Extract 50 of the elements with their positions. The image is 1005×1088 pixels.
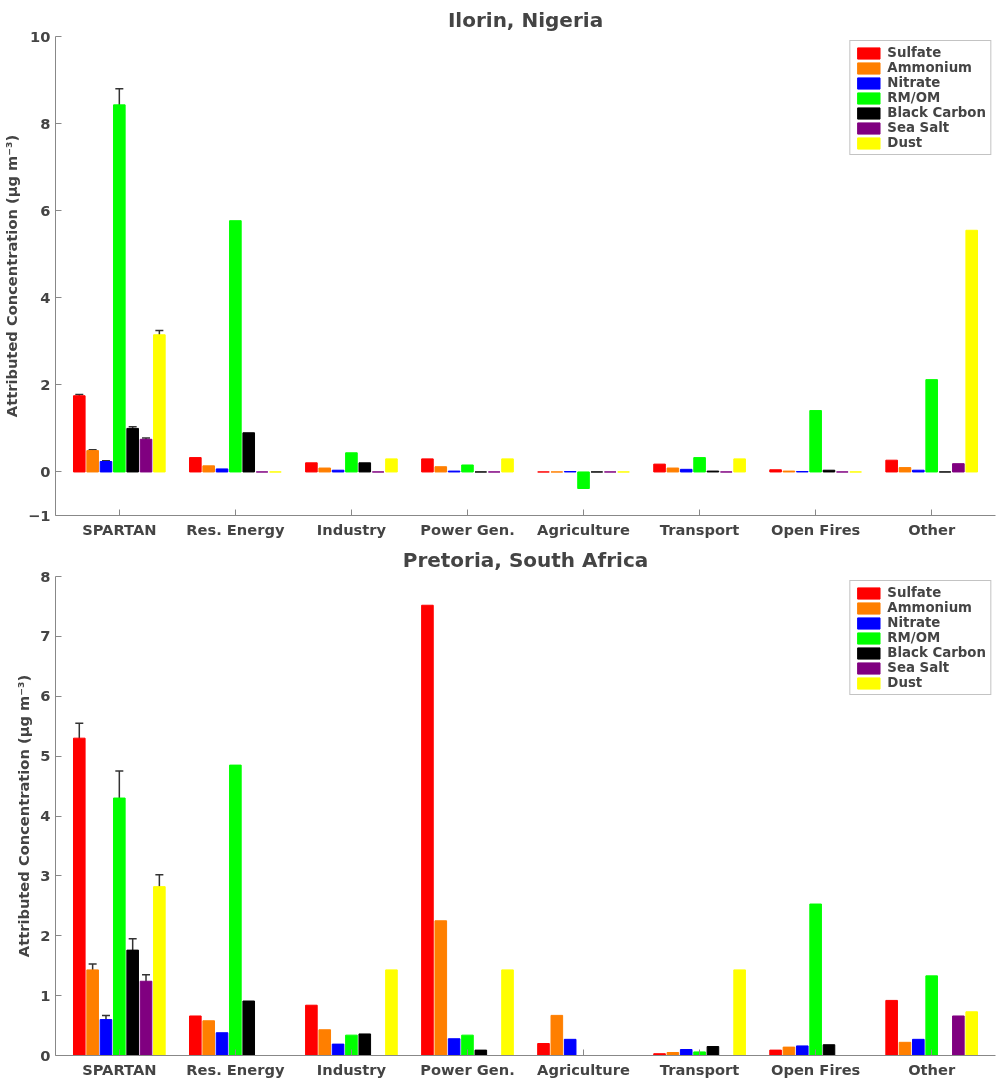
x-tick-label: Power Gen. — [420, 1060, 515, 1078]
legend-label: Dust — [887, 135, 923, 150]
x-tick-label: Other — [908, 520, 956, 538]
x-tick-label: Power Gen. — [420, 520, 515, 538]
chart-title: Ilorin, Nigeria — [447, 7, 604, 32]
legend-label: Nitrate — [887, 615, 941, 630]
y-tick-label: 7 — [40, 627, 51, 645]
x-tick-label: Res. Energy — [186, 520, 285, 538]
x-tick-label: SPARTAN — [82, 520, 157, 538]
x-tick-label: Industry — [316, 1060, 387, 1078]
legend-label: Sulfate — [887, 45, 942, 60]
x-tick-label: SPARTAN — [82, 1060, 157, 1078]
y-tick-label: 8 — [40, 567, 51, 585]
y-tick-label: −1 — [28, 506, 51, 524]
legend-label: Sea Salt — [887, 660, 950, 675]
x-tick-label: Transport — [659, 520, 740, 538]
legend-label: RM/OM — [887, 90, 941, 105]
x-tick-label: Open Fires — [770, 520, 861, 538]
legend-label: Nitrate — [887, 75, 941, 90]
legend-label: Dust — [887, 675, 923, 690]
legend-label: Ammonium — [887, 60, 973, 75]
x-tick-label: Agriculture — [537, 520, 630, 538]
legend-label: Sulfate — [887, 585, 942, 600]
y-tick-label: 0 — [40, 462, 51, 480]
x-tick-label: Open Fires — [770, 1060, 861, 1078]
legend-label: Ammonium — [887, 600, 973, 615]
x-tick-label: Res. Energy — [186, 1060, 285, 1078]
x-tick-label: Transport — [659, 1060, 740, 1078]
legend-label: Sea Salt — [887, 120, 950, 135]
y-axis-title: Attributed Concentration (μg m⁻³) — [15, 674, 33, 958]
legend-label: Black Carbon — [887, 105, 986, 120]
y-tick-label: 2 — [40, 375, 51, 393]
chart-title: Pretoria, South Africa — [402, 547, 649, 572]
y-tick-label: 2 — [40, 926, 51, 944]
x-tick-label: Industry — [316, 520, 387, 538]
legend-label: RM/OM — [887, 630, 941, 645]
y-tick-label: 3 — [40, 866, 51, 884]
y-tick-label: 4 — [40, 807, 51, 824]
x-tick-label: Other — [908, 1060, 956, 1078]
y-tick-label: 4 — [40, 288, 51, 306]
y-tick-label: 8 — [40, 114, 51, 132]
y-tick-label: 6 — [40, 687, 51, 705]
y-tick-label: 0 — [40, 1046, 51, 1064]
y-tick-label: 1 — [40, 986, 51, 1004]
y-axis-title: Attributed Concentration (μg m⁻³) — [3, 134, 21, 418]
y-tick-label: 5 — [40, 747, 51, 765]
legend-label: Black Carbon — [887, 645, 986, 660]
y-tick-label: 6 — [40, 201, 51, 219]
y-tick-label: 10 — [30, 27, 51, 45]
x-tick-label: Agriculture — [537, 1060, 630, 1078]
